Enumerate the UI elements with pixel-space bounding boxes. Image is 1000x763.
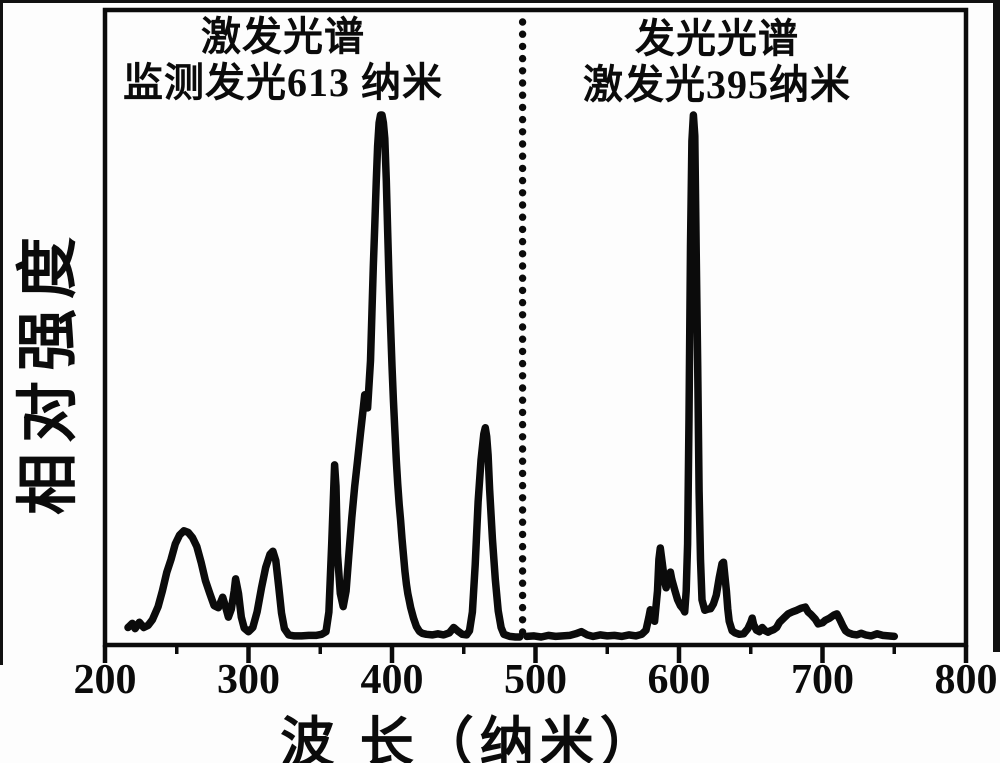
y-axis-label: 相对强度 — [15, 226, 83, 516]
annotation-excitation-line1: 激发光谱 — [201, 14, 365, 59]
x-axis-label: 波 长（纳米） — [280, 713, 660, 763]
annotation-excitation-line2: 监测发光613 纳米 — [123, 60, 443, 105]
x-tick-label: 600 — [647, 657, 711, 703]
spectrum-curve-excitation — [124, 111, 524, 641]
x-tick-label: 300 — [217, 657, 280, 703]
x-tick-label: 400 — [360, 657, 424, 703]
annotation-emission-line2: 激发光395纳米 — [583, 62, 851, 107]
x-tick-label: 200 — [73, 657, 137, 703]
scan-border-top — [0, 0, 1000, 3]
scan-border-left — [0, 0, 3, 665]
scan-border-right — [993, 0, 1000, 652]
annotation-emission-line1: 发光光谱 — [635, 16, 799, 61]
x-tick-label: 800 — [934, 657, 998, 703]
x-tick-label: 500 — [504, 657, 567, 703]
annotation-excitation: 激发光谱 监测发光613 纳米 — [123, 14, 443, 106]
spectrum-curve-emission — [523, 111, 899, 641]
x-tick-label: 700 — [791, 657, 854, 703]
annotation-emission: 发光光谱 激发光395纳米 — [583, 16, 851, 108]
